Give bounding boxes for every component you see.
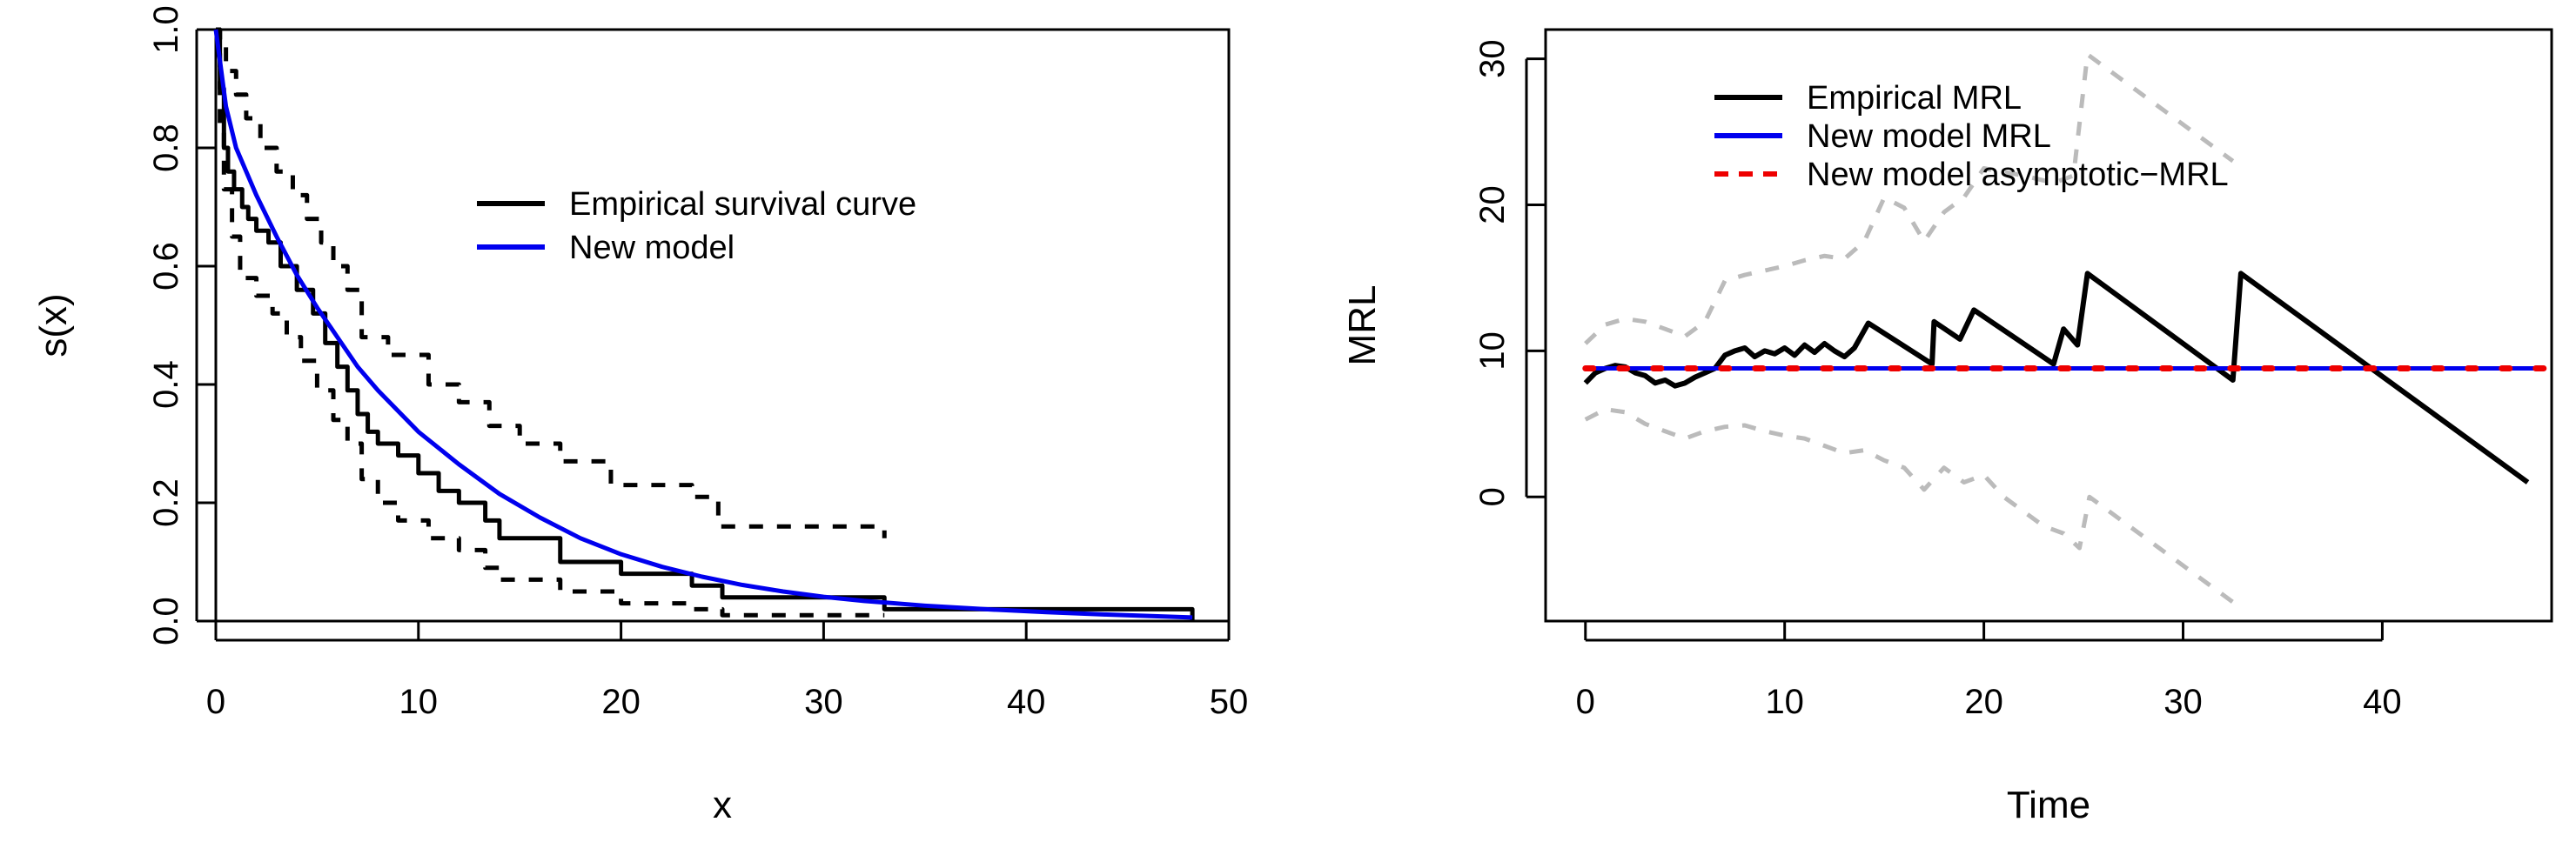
series-empirical-mrl bbox=[1583, 271, 2530, 484]
panel-1: 0 10 20 30 40 50 0.0 0.2 0.4 0.6 0.8 1.0 x s(x) Empiri… bbox=[32, 5, 1248, 826]
x-tick-label: 30 bbox=[2163, 683, 2203, 721]
y-tick-label: 10 bbox=[1473, 331, 1512, 371]
plot-frame bbox=[1544, 28, 2553, 623]
legend-label: Empirical MRL bbox=[1807, 80, 2022, 117]
y-tick-label: 0.6 bbox=[147, 242, 185, 291]
plot-frame bbox=[214, 28, 1231, 623]
x-axis-title: x bbox=[713, 784, 732, 826]
x-tick-label: 10 bbox=[399, 683, 439, 721]
y-tick-label: 0.8 bbox=[147, 124, 185, 172]
y-tick-label: 1.0 bbox=[147, 5, 185, 54]
y-tick-label: 0 bbox=[1473, 487, 1512, 506]
legend-label: New model asymptotic−MRL bbox=[1807, 157, 2229, 193]
x-tick-label: 20 bbox=[601, 683, 641, 721]
series-new-model bbox=[213, 29, 1193, 620]
x-tick-label: 40 bbox=[2363, 683, 2402, 721]
y-tick-label: 0.0 bbox=[147, 597, 185, 645]
series-empirical-survival-curve bbox=[216, 27, 1195, 621]
x-tick-label: 10 bbox=[1765, 683, 1804, 721]
legend-label: Empirical survival curve bbox=[569, 186, 916, 223]
y-axis-title: MRL bbox=[1341, 285, 1384, 366]
legend-label: New model MRL bbox=[1807, 118, 2051, 155]
x-tick-label: 50 bbox=[1210, 683, 1249, 721]
legend-label: New model bbox=[569, 230, 735, 266]
y-tick-label: 30 bbox=[1473, 39, 1512, 78]
y-axis-title: s(x) bbox=[32, 293, 75, 357]
x-tick-label: 0 bbox=[206, 683, 225, 721]
series-lower-confidence-band bbox=[216, 27, 885, 618]
x-axis-title: Time bbox=[2007, 784, 2090, 826]
x-tick-label: 30 bbox=[804, 683, 843, 721]
x-tick-label: 40 bbox=[1007, 683, 1046, 721]
y-tick-label: 0.2 bbox=[147, 478, 185, 527]
x-tick-label: 0 bbox=[1576, 683, 1595, 721]
y-tick-label: 0.4 bbox=[147, 360, 185, 409]
y-tick-label: 20 bbox=[1473, 185, 1512, 224]
series-upper-confidence-band bbox=[1584, 52, 2235, 345]
series-upper-confidence-band bbox=[216, 27, 887, 538]
series-lower-confidence-band bbox=[1584, 407, 2235, 605]
x-tick-label: 20 bbox=[1964, 683, 2003, 721]
